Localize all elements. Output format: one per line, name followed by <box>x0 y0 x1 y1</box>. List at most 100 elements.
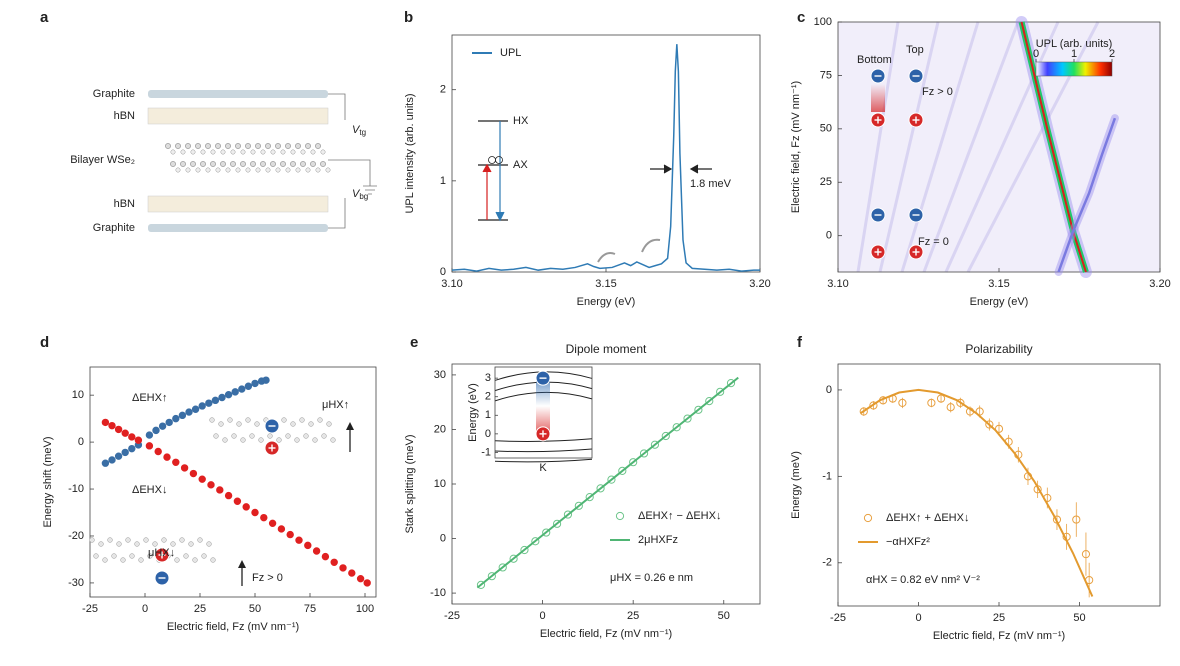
annotation: μHX↑ <box>322 399 349 411</box>
data-point <box>985 420 994 429</box>
lattice-atom <box>180 161 186 167</box>
data-point <box>994 424 1004 433</box>
annotation: Top <box>906 44 924 56</box>
legend-label: −αHXFz² <box>886 536 930 548</box>
lattice-atom <box>255 143 261 149</box>
data-point <box>251 379 259 388</box>
data-point <box>205 399 213 407</box>
data-point <box>356 574 365 583</box>
inset-y-label: Energy (eV) <box>467 383 479 442</box>
wavefunction <box>536 378 550 406</box>
field-arrowhead <box>346 422 354 430</box>
data-point <box>286 530 294 539</box>
lattice-atom <box>210 161 216 167</box>
lattice-atom <box>170 541 176 547</box>
lattice-atom <box>305 143 311 149</box>
y-axis-label: Energy (meV) <box>790 451 802 519</box>
lattice-atom <box>111 553 117 559</box>
layer-label: hBN <box>114 198 135 210</box>
voltage-symbol: V <box>352 188 361 200</box>
data-point <box>661 431 670 441</box>
data-point <box>304 541 312 550</box>
y-tick-label: 10 <box>434 478 446 490</box>
y-axis-label: Electric field, Fz (mV nm⁻¹) <box>790 81 802 213</box>
series-line <box>451 44 760 272</box>
lattice-atom <box>310 161 316 167</box>
lattice-atom <box>250 149 256 155</box>
x-tick-label: 50 <box>1073 612 1085 624</box>
lattice-atom <box>235 167 241 173</box>
legend-swatch <box>863 513 873 523</box>
y-tick-label: 25 <box>820 176 832 188</box>
x-tick-label: 25 <box>993 612 1005 624</box>
lattice-atom <box>195 143 201 149</box>
lattice-atom <box>205 167 211 173</box>
x-tick-label: 3.10 <box>827 278 848 290</box>
heatmap-streak <box>922 21 1020 273</box>
panel-label: b <box>404 9 413 26</box>
data-point <box>339 564 347 572</box>
annotation: αHX = 0.82 eV nm² V⁻² <box>866 574 980 586</box>
lattice-atom <box>161 537 167 543</box>
lattice-atom <box>185 143 191 149</box>
lattice-atom <box>170 149 176 155</box>
lattice-atom <box>215 143 221 149</box>
data-point <box>224 390 233 399</box>
annotation: Bottom <box>857 54 892 66</box>
lattice-atom <box>152 541 158 547</box>
data-point <box>172 458 180 466</box>
y-tick-label: 1 <box>440 175 446 187</box>
y-tick-label: -20 <box>68 530 84 542</box>
data-point <box>277 525 286 533</box>
lattice-atom <box>310 149 316 155</box>
lattice-atom <box>290 149 296 155</box>
lattice-atom <box>195 167 201 173</box>
panel-label: d <box>40 334 49 351</box>
y-tick-label: 2 <box>440 84 446 96</box>
lattice-atom <box>245 143 251 149</box>
data-point <box>108 421 116 430</box>
graphite-layer <box>148 90 328 98</box>
data-point <box>185 408 193 416</box>
lattice-atom <box>180 149 186 155</box>
y-axis-label: Stark splitting (meV) <box>404 434 416 533</box>
lattice-atom <box>206 541 212 547</box>
band <box>494 448 593 453</box>
lattice-atom <box>299 417 305 423</box>
data-point <box>198 475 206 483</box>
lattice-atom <box>270 161 276 167</box>
data-point <box>165 418 173 427</box>
y-tick-label: 20 <box>434 423 446 435</box>
lattice-atom <box>93 553 99 559</box>
x-tick-label: 0 <box>915 612 921 624</box>
data-point <box>596 484 605 493</box>
data-point <box>898 398 907 407</box>
data-point <box>927 398 936 407</box>
chart-title: Polarizability <box>965 342 1032 356</box>
lattice-atom <box>325 167 331 173</box>
annotation: Fz > 0 <box>922 86 953 98</box>
data-point <box>509 554 518 563</box>
lattice-atom <box>294 437 300 443</box>
lattice-atom <box>265 143 271 149</box>
panel-label: a <box>40 9 49 26</box>
inset-y-tick-label: -1 <box>481 446 491 458</box>
lattice-atom <box>245 417 251 423</box>
lattice-atom <box>125 537 131 543</box>
x-axis-label: Electric field, Fz (mV nm⁻¹) <box>933 630 1065 642</box>
data-point <box>946 403 955 412</box>
lattice-atom <box>254 421 260 427</box>
y-tick-label: -10 <box>430 587 446 599</box>
legend-label: ΔEHX↑ + ΔEHX↓ <box>886 512 969 524</box>
lattice-atom <box>165 143 171 149</box>
data-point <box>859 407 868 416</box>
lattice-atom <box>265 167 271 173</box>
colorbar-tick-label: 0 <box>1033 48 1039 60</box>
legend-label: UPL <box>500 47 521 59</box>
hbn-layer <box>147 195 329 213</box>
lattice-atom <box>240 149 246 155</box>
voltage-symbol: V <box>352 124 361 136</box>
lattice-atom <box>170 161 176 167</box>
lattice-atom <box>275 143 281 149</box>
